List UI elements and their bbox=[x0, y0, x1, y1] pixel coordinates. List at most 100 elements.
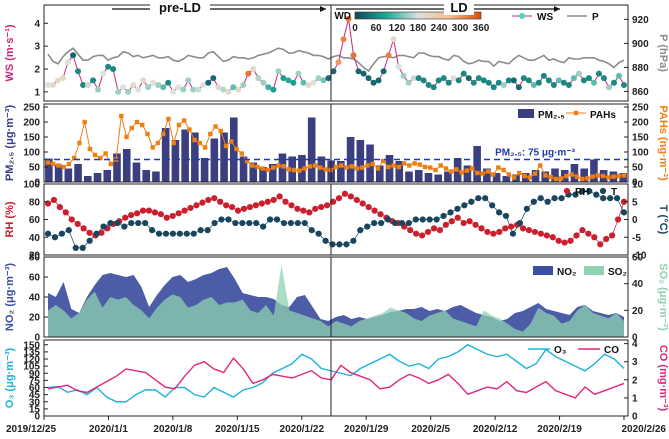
pahs-point bbox=[197, 140, 203, 146]
pre-ld-arrowhead bbox=[320, 6, 326, 12]
wind-speed-point bbox=[240, 82, 247, 88]
x-tick-label: 2020/2/26 bbox=[622, 424, 667, 435]
t-point bbox=[190, 230, 197, 237]
t-point bbox=[412, 216, 419, 223]
t-point bbox=[593, 191, 600, 198]
right-tick-label: 860 bbox=[632, 87, 649, 98]
t-point bbox=[350, 237, 357, 244]
wind-speed-point bbox=[340, 36, 347, 43]
left-tick-label: 30 bbox=[29, 397, 41, 408]
rh-point bbox=[270, 196, 277, 204]
left-tick-label: 250 bbox=[23, 103, 40, 114]
pm25-bar bbox=[502, 176, 511, 182]
pm25-bar bbox=[531, 170, 540, 182]
t-point bbox=[72, 244, 79, 251]
wind-speed-point bbox=[520, 75, 527, 82]
pm25-bar bbox=[249, 162, 258, 182]
pahs-point bbox=[569, 172, 574, 177]
rh-point bbox=[525, 227, 533, 234]
pahs-point bbox=[412, 161, 417, 166]
x-tick-label: 2020/1/1 bbox=[89, 424, 128, 435]
pahs-point bbox=[517, 170, 522, 176]
panel-frame bbox=[43, 4, 629, 102]
left-tick-label: 100 bbox=[23, 148, 40, 159]
pahs-point bbox=[449, 169, 454, 174]
t-point bbox=[176, 230, 183, 237]
rh-point bbox=[413, 230, 420, 237]
pahs-point bbox=[579, 176, 585, 182]
t-point bbox=[266, 216, 274, 223]
rh-point bbox=[217, 198, 224, 205]
pahs-point bbox=[302, 166, 307, 171]
pm25-legend-swatch bbox=[518, 109, 534, 118]
t-point bbox=[287, 219, 294, 227]
wind-speed-point bbox=[330, 68, 337, 75]
wind-speed-point bbox=[210, 75, 217, 82]
right-tick-label: 100 bbox=[632, 148, 649, 159]
wind-speed-point bbox=[530, 82, 537, 88]
t-point bbox=[364, 223, 371, 230]
wind-speed-point bbox=[205, 79, 212, 86]
right-tick-label: 60 bbox=[632, 253, 644, 264]
rh-point bbox=[86, 229, 93, 236]
t-point bbox=[509, 230, 517, 237]
t-point bbox=[426, 216, 433, 223]
wind-speed-point bbox=[405, 79, 412, 86]
rh-point bbox=[424, 228, 432, 236]
wind-speed-point bbox=[420, 77, 427, 84]
wind-speed-point bbox=[455, 77, 462, 84]
pahs-point bbox=[590, 174, 595, 179]
pahs-point bbox=[181, 118, 187, 123]
wind-speed-point bbox=[70, 52, 77, 59]
pm25-bar bbox=[424, 173, 433, 182]
wind-speed-point bbox=[350, 52, 357, 59]
t-point bbox=[544, 198, 551, 205]
rh-point bbox=[258, 200, 265, 207]
wind-speed-point bbox=[150, 79, 157, 86]
pahs-point bbox=[124, 134, 129, 140]
wind-speed-point bbox=[425, 82, 432, 88]
right-tick-label: 0 bbox=[632, 412, 638, 423]
pahs-point bbox=[370, 161, 375, 167]
x-tick-label: 2020/1/22 bbox=[280, 424, 325, 435]
no2-legend-swatch bbox=[533, 266, 553, 275]
pm25-bar bbox=[171, 140, 180, 182]
right-tick-label: 880 bbox=[632, 63, 649, 74]
pm25-bar bbox=[230, 117, 238, 182]
t-point bbox=[197, 227, 204, 234]
right-tick-label: 4 bbox=[632, 339, 638, 350]
wd-colorbar-tick: 360 bbox=[473, 23, 490, 34]
rh-point bbox=[371, 207, 378, 214]
t-point bbox=[121, 223, 128, 230]
rh-point bbox=[579, 227, 586, 234]
pahs-point bbox=[532, 171, 538, 176]
pm25-bar bbox=[570, 164, 579, 182]
wind-speed-point bbox=[565, 82, 572, 88]
t-point bbox=[419, 216, 426, 223]
left-tick-label: 90 bbox=[29, 369, 41, 380]
t-point bbox=[322, 237, 329, 244]
t-point bbox=[211, 219, 218, 227]
pahs-point bbox=[543, 173, 548, 178]
pahs-point bbox=[606, 175, 611, 180]
t-point bbox=[204, 227, 211, 234]
pahs-point bbox=[66, 161, 72, 167]
wind-speed-point bbox=[495, 79, 502, 86]
pahs-point bbox=[558, 176, 564, 181]
pahs-point bbox=[286, 167, 292, 172]
wind-speed-point bbox=[480, 77, 487, 84]
rh-point bbox=[508, 223, 515, 230]
pahs-legend-marker bbox=[573, 110, 579, 116]
rh-legend-label: RH bbox=[575, 187, 589, 198]
pm25-bar bbox=[551, 168, 559, 182]
pahs-point bbox=[312, 163, 318, 168]
rh-point bbox=[169, 212, 176, 220]
y-axis-label-right: CO (mg·m⁻³) bbox=[657, 345, 669, 412]
pahs-point bbox=[192, 137, 197, 143]
wind-speed-point bbox=[295, 70, 302, 77]
pahs-point bbox=[574, 174, 580, 179]
rh-point bbox=[211, 195, 218, 202]
rh-point bbox=[430, 225, 438, 232]
pahs-point bbox=[276, 163, 281, 168]
right-tick-label: 200 bbox=[632, 118, 649, 129]
